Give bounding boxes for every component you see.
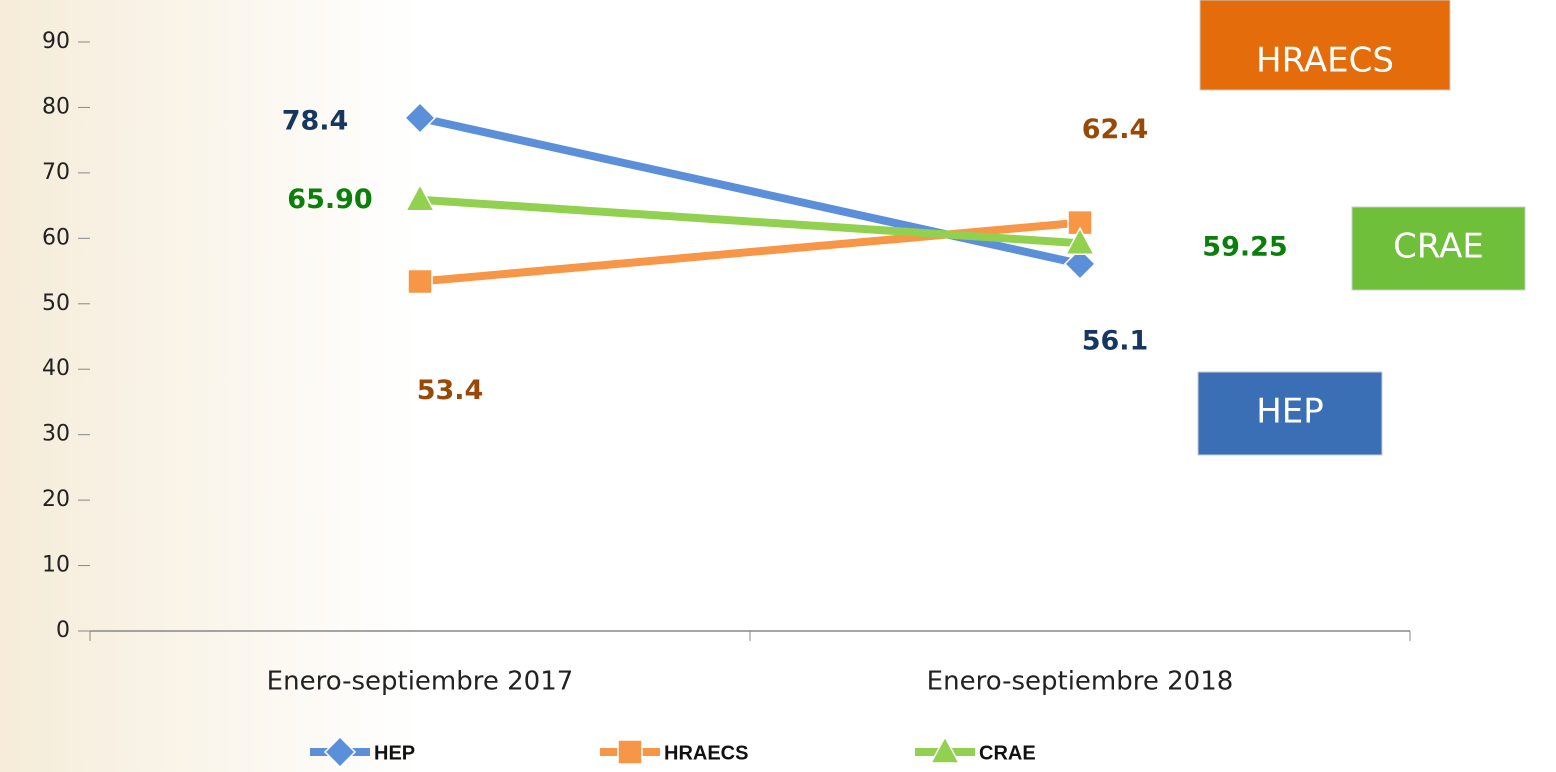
y-tick-label: 0: [56, 618, 70, 643]
marker: [1067, 209, 1093, 236]
annotation-text: CRAE: [1393, 227, 1484, 267]
y-tick-label: 60: [42, 225, 70, 250]
legend-item: CRAE: [915, 735, 1036, 764]
y-tick-label: 30: [42, 422, 70, 447]
data-label: 53.4: [417, 375, 484, 406]
data-label: 65.90: [287, 184, 372, 215]
legend-item: HRAECS: [600, 739, 748, 765]
legend-label: HRAECS: [664, 742, 748, 764]
annotation-box: [1197, 371, 1383, 456]
y-tick-label: 90: [42, 29, 70, 54]
legend-label: CRAE: [979, 742, 1036, 764]
watermark: [0, 0, 420, 772]
marker: [617, 739, 643, 765]
y-tick-label: 40: [42, 356, 70, 381]
marker: [407, 268, 433, 295]
marker: [403, 101, 437, 134]
y-tick-label: 80: [42, 94, 70, 119]
annotation-box: [1351, 206, 1526, 291]
legend-item: HEP: [310, 735, 415, 769]
data-label: 59.25: [1202, 232, 1287, 263]
annotation-box: [1199, 0, 1451, 91]
data-label: 62.4: [1082, 114, 1149, 145]
marker: [1064, 226, 1096, 255]
annotation-text: HRAECS: [1256, 41, 1394, 81]
annotation-text: HEP: [1256, 392, 1324, 432]
series-line: [419, 218, 1081, 286]
series-line: [419, 114, 1081, 268]
data-label: 56.1: [1082, 325, 1149, 356]
marker: [323, 735, 357, 769]
y-tick-label: 50: [42, 291, 70, 316]
y-tick-label: 70: [42, 160, 70, 185]
series-line: [419, 195, 1081, 248]
marker: [929, 735, 961, 764]
marker: [404, 183, 436, 212]
y-tick-label: 20: [42, 487, 70, 512]
y-tick-label: 10: [42, 553, 70, 578]
data-label: 78.4: [282, 105, 349, 136]
legend-label: HEP: [374, 742, 415, 764]
x-tick-label: Enero-septiembre 2018: [927, 667, 1234, 697]
marker: [1063, 247, 1097, 280]
x-tick-label: Enero-septiembre 2017: [267, 667, 574, 697]
